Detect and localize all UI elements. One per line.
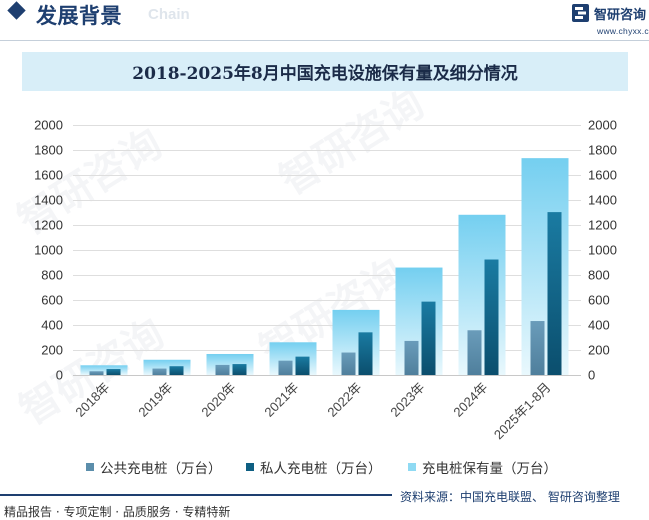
public-bar (467, 330, 482, 375)
private-bar (169, 366, 184, 375)
y-tick-label-right: 200 (588, 343, 610, 358)
logo-url: www.chyxx.com (597, 26, 649, 36)
y-tick-label-left: 1000 (34, 243, 63, 258)
x-axis-labels: 2018年 2019年 2020年 2021年 2022年 2023年 2024年 2025年… (72, 380, 553, 443)
public-bar (215, 364, 230, 375)
source-note: 资料来源：中国充电联盟、 智研咨询整理 (400, 490, 620, 504)
y-tick-label-right: 1400 (588, 193, 617, 208)
axes: 0 0 200 200 400 400 600 600 800 800 1000 1000 1200 12… (34, 118, 617, 383)
header-divider (0, 40, 649, 41)
public-bar (89, 371, 104, 375)
y-tick-label-right: 1000 (588, 243, 617, 258)
public-bar (530, 321, 545, 375)
header-watermark: Chain (148, 6, 190, 23)
footer-tagline: 精品报告 · 专项定制 · 品质服务 · 专精特新 (4, 505, 231, 519)
legend-item-total[interactable]: 充电桩保有量（万台） (408, 457, 557, 477)
y-tick-label-left: 600 (41, 293, 63, 308)
private-bar (232, 364, 247, 375)
y-tick-label-right: 800 (588, 268, 610, 283)
y-tick-label-right: 1800 (588, 143, 617, 158)
chart-title-box: 2018-2025年8月中国充电设施保有量及细分情况 (22, 52, 628, 91)
private-bar (106, 369, 121, 375)
private-bar (547, 212, 562, 375)
y-tick-label-right: 400 (588, 318, 610, 333)
y-tick-label-left: 1400 (34, 193, 63, 208)
x-tick-label: 2023年 (387, 380, 427, 420)
y-tick-label-right: 2000 (588, 118, 617, 133)
chart-title: 2018-2025年8月中国充电设施保有量及细分情况 (132, 64, 518, 84)
private-bar (421, 301, 436, 375)
y-tick-label-right: 600 (588, 293, 610, 308)
diamond-icon (7, 1, 26, 20)
private-bar (358, 332, 373, 375)
legend-label: 充电桩保有量（万台） (422, 461, 557, 477)
footer-divider (0, 494, 392, 496)
y-tick-label-left: 2000 (34, 118, 63, 133)
legend-marker-private (246, 463, 254, 471)
public-bar (278, 360, 293, 375)
legend-item-private[interactable]: 私人充电桩（万台） (246, 457, 382, 477)
section-title: 发展背景 (36, 3, 122, 28)
y-tick-label-right: 0 (588, 368, 595, 383)
x-tick-label: 2021年 (261, 380, 301, 420)
y-tick-label-left: 1800 (34, 143, 63, 158)
y-tick-label-left: 1200 (34, 218, 63, 233)
public-bar (341, 352, 356, 375)
x-tick-label: 2019年 (135, 380, 175, 420)
private-bar (484, 259, 499, 375)
y-tick-label-left: 800 (41, 268, 63, 283)
y-tick-label-right: 1200 (588, 218, 617, 233)
y-tick-label-left: 1600 (34, 168, 63, 183)
x-tick-label: 2018年 (72, 380, 112, 420)
y-tick-label-left: 0 (56, 368, 63, 383)
logo-icon (572, 4, 589, 22)
legend-marker-total (408, 463, 416, 471)
private-bar (295, 356, 310, 375)
x-tick-label: 2024年 (450, 380, 490, 420)
logo-name: 智研咨询 (594, 8, 647, 23)
x-tick-label: 2020年 (198, 380, 238, 420)
public-bar (152, 368, 167, 375)
total-bar (80, 365, 128, 375)
bars (80, 158, 569, 375)
legend-item-public[interactable]: 公共充电桩（万台） (86, 457, 222, 477)
y-tick-label-left: 400 (41, 318, 63, 333)
legend-label: 公共充电桩（万台） (100, 461, 222, 477)
y-tick-label-left: 200 (41, 343, 63, 358)
y-tick-label-right: 1600 (588, 168, 617, 183)
x-tick-label: 2022年 (324, 380, 364, 420)
chart: 0 0 200 200 400 400 600 600 800 800 1000 1000 1200 12… (34, 118, 617, 443)
x-tick-label: 2025年1-8月 (491, 380, 554, 443)
public-bar (404, 340, 419, 375)
legend-label: 私人充电桩（万台） (260, 461, 382, 477)
legend-marker-public (86, 463, 94, 471)
